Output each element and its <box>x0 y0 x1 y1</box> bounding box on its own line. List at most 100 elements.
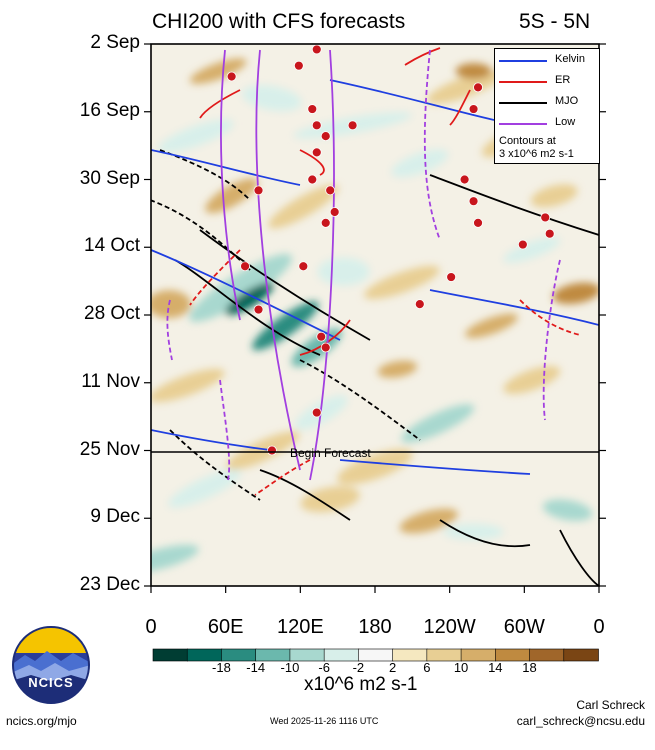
anomaly-cell <box>391 149 449 178</box>
contour-low <box>542 259 561 421</box>
storm-marker <box>226 71 237 82</box>
storm-marker <box>473 82 483 93</box>
chart-region: 5S - 5N <box>519 10 591 33</box>
contour-kelvin <box>151 429 271 451</box>
anomaly-cell <box>503 237 561 263</box>
storm-marker <box>311 407 322 418</box>
storm-markers <box>226 44 555 456</box>
contour-low <box>255 49 301 471</box>
x-tick-label: 0 <box>145 616 157 638</box>
contour-mjo <box>199 229 371 341</box>
storm-marker <box>311 147 322 158</box>
anomaly-cell <box>151 368 225 403</box>
contour-kelvin <box>339 459 531 475</box>
contour-low <box>309 49 335 481</box>
contour-low <box>220 49 241 321</box>
anomaly-cell <box>426 70 503 104</box>
legend: Kelvin ER MJO Low Contours at 3 x10^6 m2… <box>494 48 600 164</box>
colorbar-tick-label: 18 <box>522 660 537 675</box>
colorbar-swatch <box>563 648 599 662</box>
storm-marker <box>320 131 331 142</box>
storm-marker <box>544 228 555 239</box>
legend-swatch-kelvin <box>499 60 547 62</box>
storm-marker <box>320 342 331 353</box>
anomaly-cell <box>317 257 370 286</box>
anomaly-cell <box>465 313 518 339</box>
chart-title: CHI200 with CFS forecasts <box>152 10 406 33</box>
colorbar-tick-label: 10 <box>453 660 469 675</box>
anomaly-cell <box>268 184 339 229</box>
footer-author: Carl Schreck <box>576 698 645 712</box>
footer-email: carl_schreck@ncsu.edu <box>516 714 645 728</box>
anomaly-cell <box>377 360 418 378</box>
contour-er <box>519 299 581 336</box>
storm-marker <box>298 261 309 272</box>
contour-kelvin <box>151 149 301 186</box>
legend-label-low: Low <box>555 116 576 128</box>
x-tick-label: 120W <box>423 616 476 638</box>
storm-marker <box>459 174 470 185</box>
storm-marker <box>253 185 264 196</box>
anomaly-cell <box>542 499 593 521</box>
logo-text: NCICS <box>28 675 74 690</box>
colorbar-tick-label: 14 <box>488 660 503 675</box>
legend-note: Contours at 3 x10^6 m2 s-1 <box>499 135 574 161</box>
storm-marker <box>473 217 483 228</box>
legend-label-er: ER <box>555 74 571 86</box>
anomaly-cell <box>455 63 492 80</box>
anomaly-cell <box>189 58 247 84</box>
x-tick-label: 0 <box>593 616 605 638</box>
legend-swatch-low <box>499 123 547 125</box>
storm-marker <box>240 261 250 272</box>
storm-marker <box>253 304 264 315</box>
legend-label-kelvin: Kelvin <box>555 53 585 65</box>
storm-marker <box>293 60 304 71</box>
anomaly-cell <box>189 253 293 322</box>
contour-er <box>189 249 241 306</box>
anomaly-field <box>151 58 599 574</box>
colorbar-tick-label: -14 <box>246 660 266 675</box>
contour-mjo <box>259 469 351 521</box>
contour-er <box>449 89 471 126</box>
storm-marker <box>446 272 457 282</box>
contour-kelvin <box>329 79 495 121</box>
y-tick-label: 30 Sep <box>79 167 140 189</box>
footer-timestamp: Wed 2025-11-26 1116 UTC <box>270 716 379 726</box>
anomaly-cell <box>552 282 599 305</box>
storm-marker <box>320 217 331 228</box>
contour-mjo <box>439 519 531 548</box>
anomaly-cell <box>226 431 300 470</box>
storm-marker <box>517 239 528 250</box>
x-tick-label: 60E <box>207 616 244 638</box>
y-tick-label: 14 Oct <box>84 235 140 257</box>
colorbar-tick-label: -6 <box>318 660 330 675</box>
storm-marker <box>325 185 336 196</box>
contour-kelvin <box>429 289 599 326</box>
y-tick-label: 2 Sep <box>90 32 140 53</box>
anomaly-cell <box>443 523 504 540</box>
x-tick-label: 180 <box>358 616 392 638</box>
anomaly-cell <box>364 265 440 300</box>
anomaly-cell <box>151 544 199 574</box>
legend-note-line2: 3 x10^6 m2 s-1 <box>499 148 574 160</box>
storm-marker <box>414 299 425 310</box>
storm-marker <box>468 196 479 207</box>
storm-marker <box>307 104 318 114</box>
colorbar-swatch <box>152 648 189 662</box>
contour-er <box>404 47 441 66</box>
anomaly-cell <box>158 119 234 153</box>
contour-mjo <box>159 149 251 201</box>
storm-marker <box>311 44 322 55</box>
anomaly-cell <box>530 184 578 208</box>
legend-label-mjo: MJO <box>555 95 579 107</box>
colorbar-tick-label: -2 <box>352 660 365 675</box>
anomaly-cell <box>151 290 191 319</box>
anomaly-cell <box>205 178 259 214</box>
colorbar-swatch <box>392 648 428 662</box>
anomaly-cell <box>300 486 360 513</box>
anomaly-cell <box>399 508 458 534</box>
colorbar-tick-label: 6 <box>423 660 431 675</box>
storm-marker <box>468 104 479 114</box>
y-tick-label: 9 Dec <box>90 506 140 528</box>
x-tick-label: 60W <box>503 616 545 638</box>
